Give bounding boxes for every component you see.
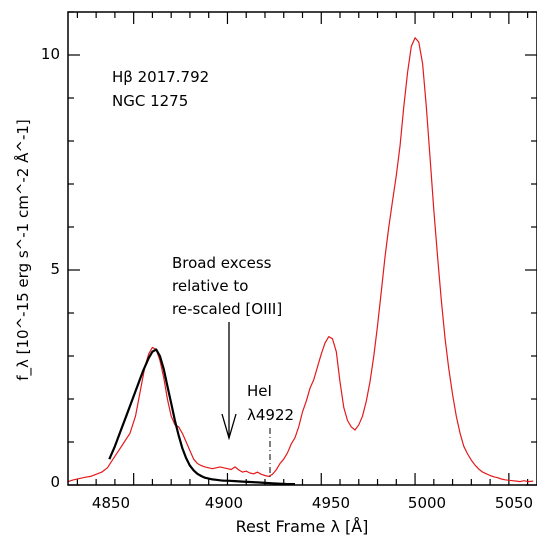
hei-wavelength-label: λ4922	[247, 406, 294, 424]
hei-label: HeI	[247, 382, 272, 400]
rescaled-oiii-line	[108, 348, 295, 486]
excess-annotation-line3: re-scaled [OIII]	[172, 300, 282, 318]
x-tick-label: 4950	[312, 494, 350, 512]
x-tick-label: 5000	[408, 494, 446, 512]
excess-arrow	[221, 322, 237, 441]
observed-spectrum-line	[67, 37, 534, 483]
x-tick-label: 5050	[495, 494, 533, 512]
line-title: Hβ 2017.792	[112, 68, 209, 86]
y-tick-label: 10	[41, 45, 60, 63]
x-tick-labels: 4850 4900 4950 5000 5050	[92, 494, 533, 512]
excess-annotation-line2: relative to	[172, 277, 248, 295]
y-axis-label: f_λ [10^-15 erg s^-1 cm^-2 Å^-1]	[13, 119, 33, 381]
x-tick-label: 4900	[205, 494, 243, 512]
x-tick-label: 4850	[92, 494, 130, 512]
y-tick-labels: 0 5 10	[41, 45, 60, 491]
y-tick-label: 0	[50, 473, 60, 491]
x-axis-label: Rest Frame λ [Å]	[236, 517, 369, 536]
galaxy-name: NGC 1275	[112, 92, 188, 110]
spectrum-curves	[67, 37, 534, 486]
plot-frame	[67, 11, 537, 486]
y-tick-label: 5	[50, 260, 60, 278]
excess-annotation-line1: Broad excess	[172, 254, 272, 272]
